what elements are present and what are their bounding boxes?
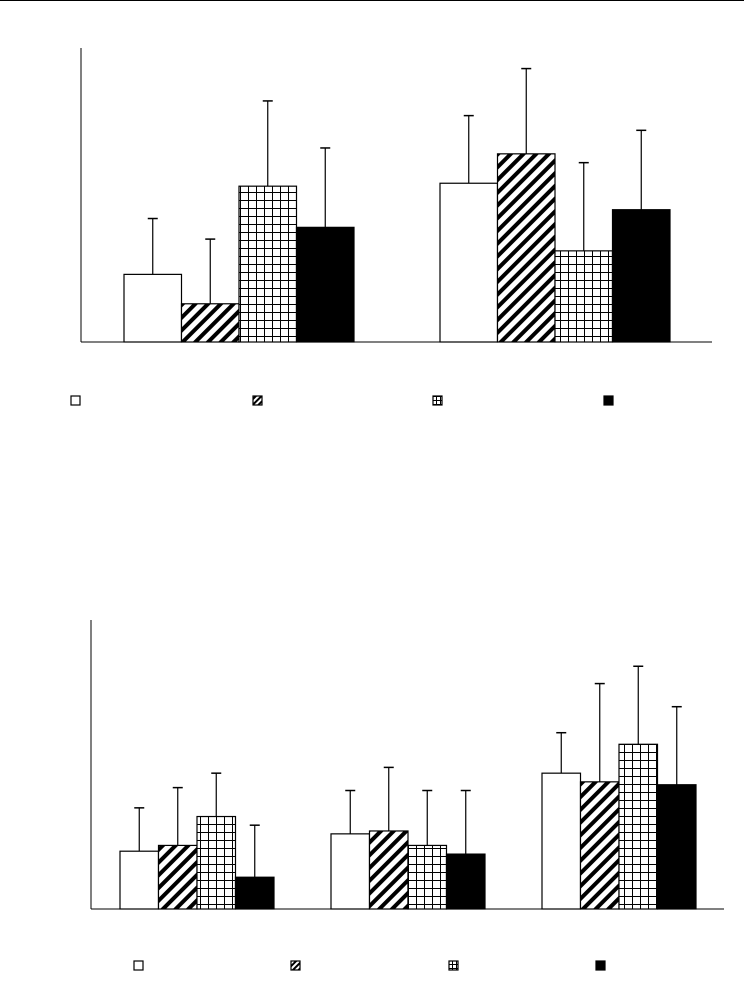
bar-group [119,772,275,910]
legend-swatch-solid [603,395,614,406]
bar-grid [196,815,237,910]
legend-swatch-open [70,395,81,406]
bar-open [541,772,582,910]
bar-open [123,273,183,343]
bar-hatched [579,781,620,910]
bar-group [439,67,671,343]
legend-swatch-hatched [252,395,263,406]
chart-top [70,48,712,406]
legend-swatch-open [133,960,144,971]
bar-solid [656,784,697,910]
bar-hatched [368,830,409,910]
legend-swatch-grid [432,395,443,406]
bar-open [330,833,371,910]
bar-group [541,665,697,910]
bar-open [439,182,499,343]
legend-swatch-hatched [290,960,301,971]
bar-hatched [180,303,240,343]
bar-hatched [157,844,198,910]
bar-hatched [496,153,556,343]
legend-swatch-grid [448,960,459,971]
bar-grid [238,185,298,343]
bar-solid [295,226,355,343]
chart-bottom [90,620,724,971]
bar-grid [554,250,614,343]
legend [70,395,614,406]
bar-solid [445,853,486,910]
bar-solid [611,209,671,343]
legend [133,960,606,971]
bar-solid [234,876,275,910]
legend-swatch-solid [595,960,606,971]
bar-grid [618,743,659,910]
bar-group [330,766,486,910]
bar-group [123,100,355,343]
bar-grid [407,844,448,910]
bar-open [119,850,160,910]
